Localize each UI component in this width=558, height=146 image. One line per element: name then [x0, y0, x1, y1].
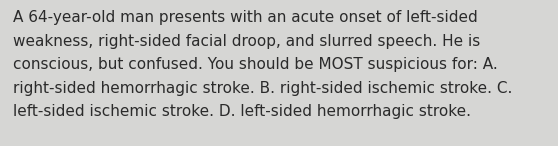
Text: right-sided hemorrhagic stroke. B. right-sided ischemic stroke. C.: right-sided hemorrhagic stroke. B. right…	[13, 81, 512, 96]
Text: conscious, but confused. You should be MOST suspicious for: A.: conscious, but confused. You should be M…	[13, 57, 498, 72]
Text: A 64-year-old man presents with an acute onset of left-sided: A 64-year-old man presents with an acute…	[13, 10, 478, 25]
Text: left-sided ischemic stroke. D. left-sided hemorrhagic stroke.: left-sided ischemic stroke. D. left-side…	[13, 104, 471, 119]
Text: weakness, right-sided facial droop, and slurred speech. He is: weakness, right-sided facial droop, and …	[13, 34, 480, 49]
